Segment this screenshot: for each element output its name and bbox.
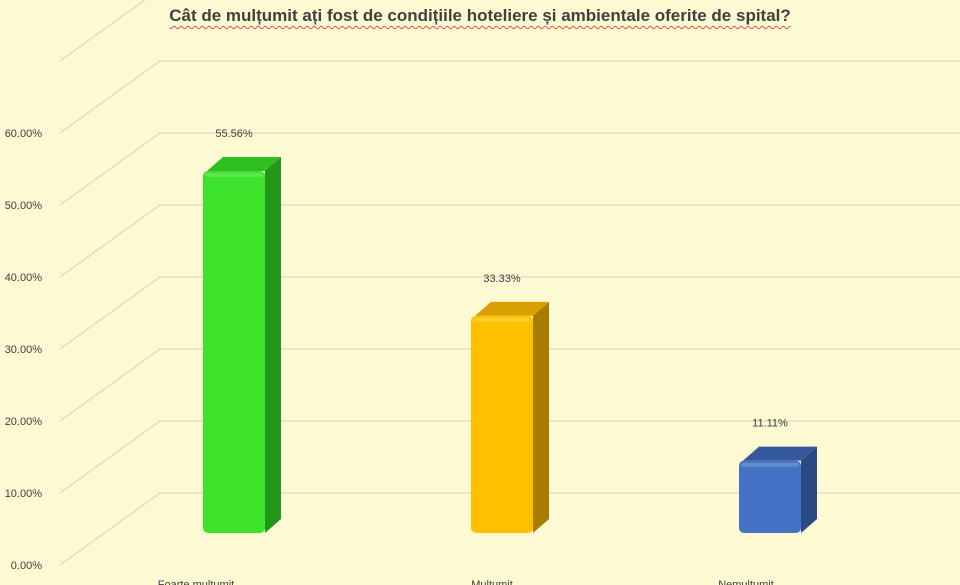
bar-side	[801, 446, 817, 533]
y-tick-label: 0.00%	[11, 560, 42, 572]
bar-front	[471, 315, 533, 533]
bar	[739, 446, 817, 533]
gridline-diagonal	[59, 60, 161, 134]
bar-top	[475, 301, 549, 316]
gridline-diagonal	[59, 420, 161, 494]
category-label: Foarte multumit	[158, 579, 234, 585]
bar-side	[265, 156, 281, 533]
category-labels: Foarte multumit Multumit Nemultumit	[158, 579, 774, 585]
bar-side	[533, 301, 549, 533]
bar-front	[203, 170, 265, 533]
gridline-diagonal	[59, 204, 161, 278]
y-tick-label: 10.00%	[5, 488, 43, 500]
y-tick-label: 30.00%	[5, 344, 43, 356]
gridline-diagonal	[59, 132, 161, 206]
bar	[203, 156, 281, 533]
data-label: 55.56%	[215, 128, 253, 140]
y-tick-label: 50.00%	[5, 200, 43, 212]
bar-highlight	[205, 172, 263, 177]
bars	[203, 156, 817, 533]
gridlines	[59, 0, 960, 566]
gridline-diagonal	[59, 348, 161, 422]
category-label: Nemultumit	[718, 579, 774, 585]
y-tick-label: 20.00%	[5, 416, 43, 428]
data-label: 11.11%	[752, 418, 788, 430]
y-axis-ticks: 0.00% 10.00% 20.00% 30.00% 40.00% 50.00% 60.00…	[5, 128, 43, 572]
bar-top	[743, 446, 817, 461]
gridline-diagonal	[59, 0, 146, 62]
bar-front	[739, 460, 801, 533]
gridline-diagonal	[59, 276, 161, 350]
bar	[471, 301, 549, 533]
data-label: 33.33%	[483, 273, 521, 285]
gridline-diagonal	[59, 492, 161, 566]
category-label: Multumit	[471, 579, 513, 585]
y-tick-label: 60.00%	[5, 128, 43, 140]
bar-top	[207, 156, 281, 171]
y-tick-label: 40.00%	[5, 272, 43, 284]
bar-highlight	[741, 462, 799, 467]
bar-highlight	[473, 317, 531, 322]
data-labels: 55.56% 33.33% 11.11%	[215, 128, 788, 430]
chart-title: Cât de mulțumit ați fost de condițiile h…	[169, 6, 791, 25]
